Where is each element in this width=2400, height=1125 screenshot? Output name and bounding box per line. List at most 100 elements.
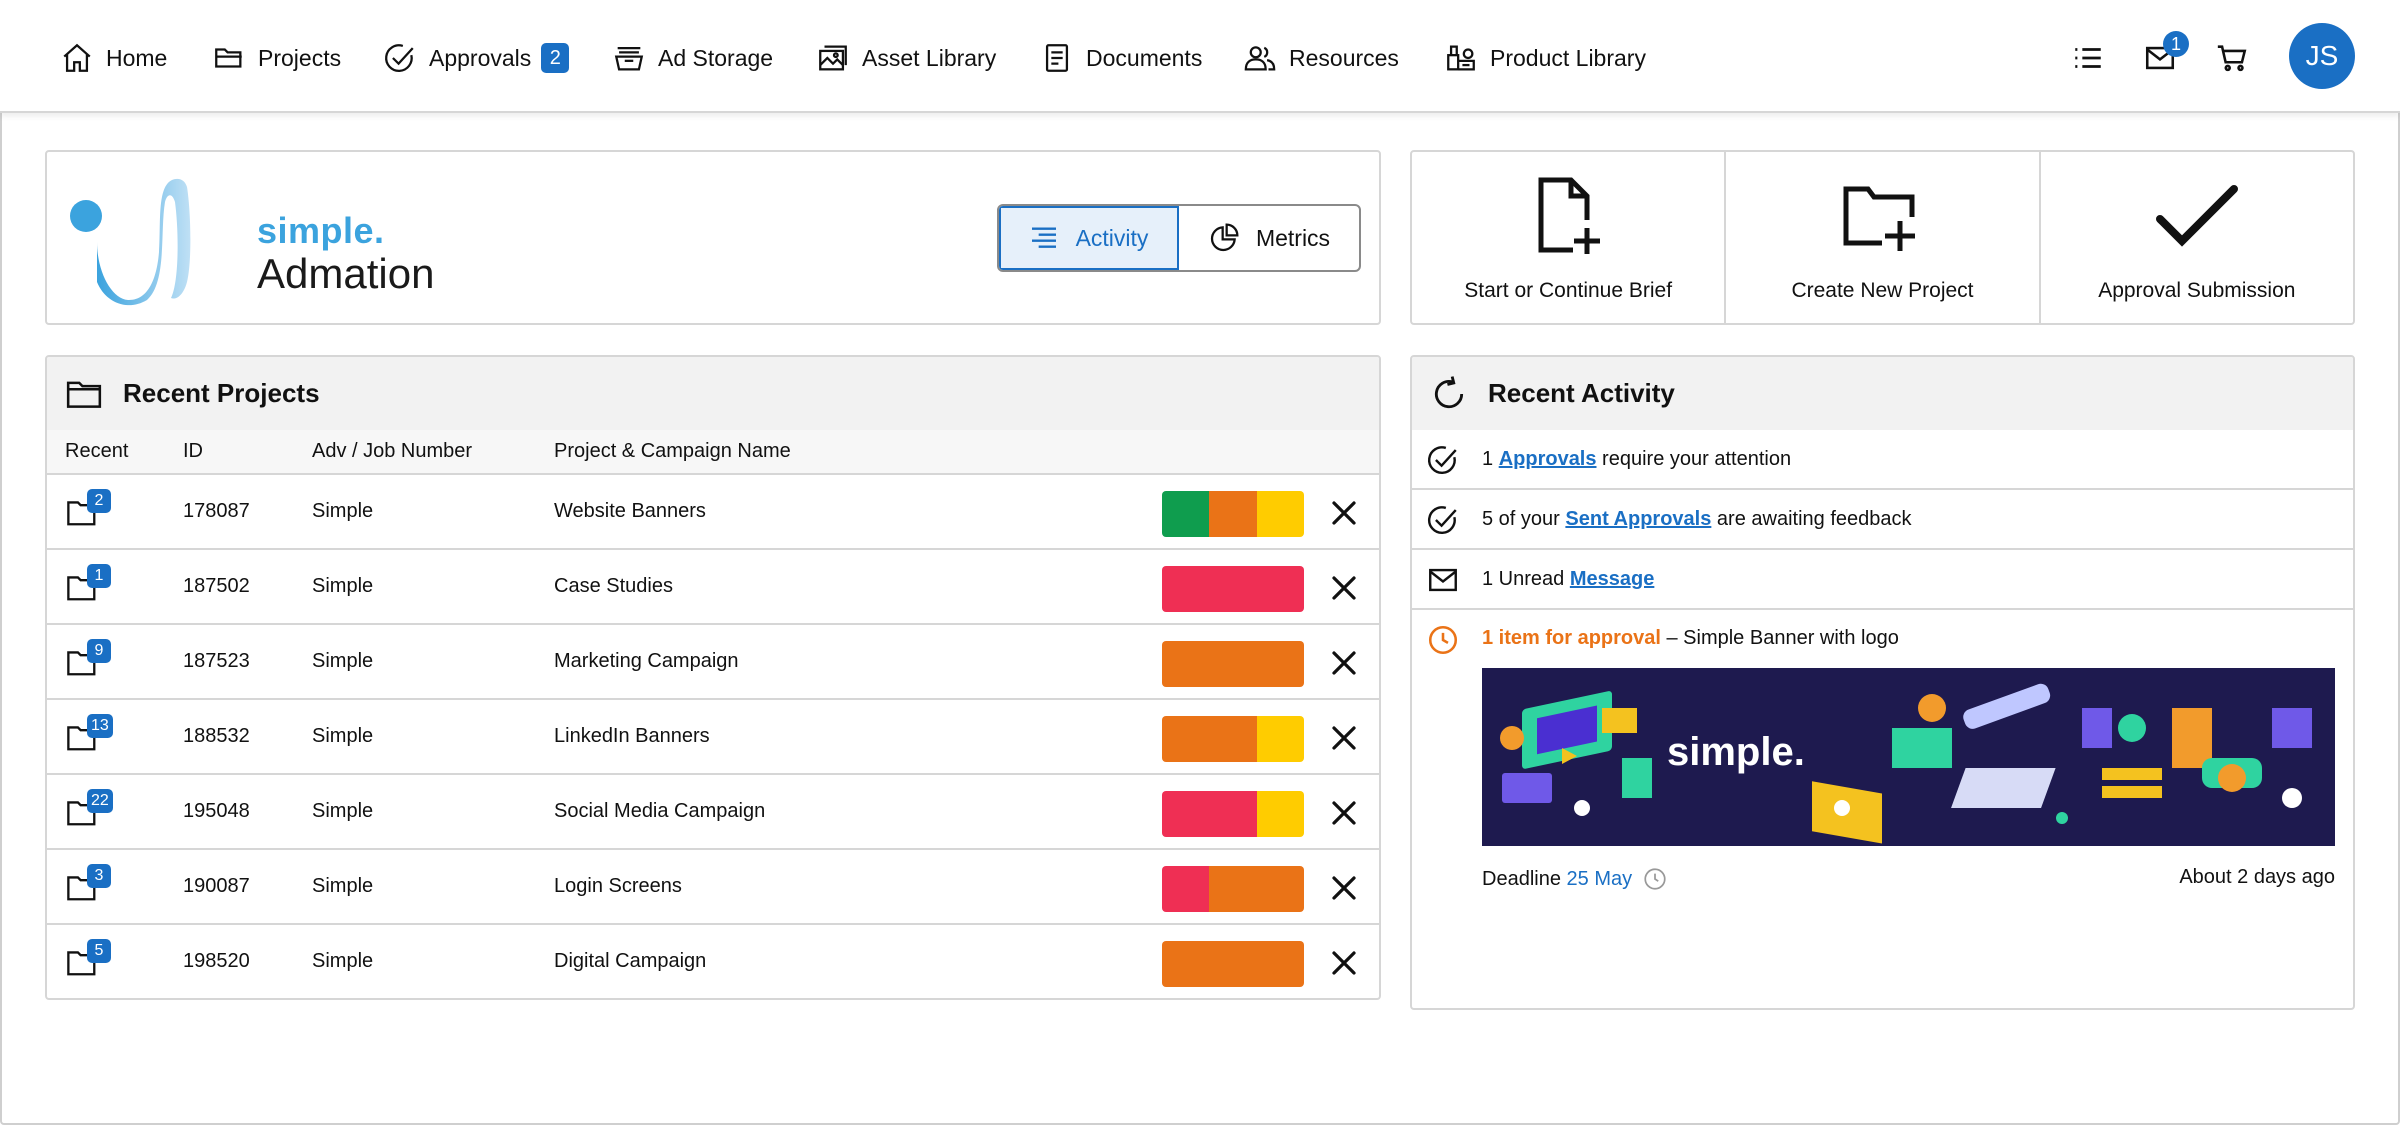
activity-toggle-label: Activity: [1075, 224, 1149, 251]
activity-text: 5 of your: [1482, 507, 1566, 530]
activity-item-approvals: 1 Approvals require your attention: [1412, 430, 2353, 490]
checkmark-icon: [2155, 185, 2238, 247]
status-bar: [1162, 491, 1304, 537]
project-name[interactable]: Digital Campaign: [554, 950, 707, 972]
close-icon[interactable]: [1329, 498, 1359, 528]
tray-icon: [614, 46, 644, 71]
home-icon: [63, 43, 91, 72]
status-segment: [1257, 716, 1304, 762]
recent-activity-panel: Recent Activity 1 Approvals require your…: [1410, 355, 2355, 1010]
document-icon: [1045, 44, 1069, 72]
deadline-row: Deadline 25 May About 2 days ago: [1482, 846, 2335, 906]
approvals-link[interactable]: Approvals: [1498, 447, 1597, 470]
status-segment: [1162, 716, 1258, 762]
clock-icon: [1428, 625, 1458, 655]
nav-label: Asset Library: [862, 44, 997, 71]
product-library-icon: [1447, 45, 1475, 71]
close-icon[interactable]: [1329, 948, 1359, 978]
project-id: 188532: [183, 725, 250, 747]
status-bar: [1162, 866, 1304, 912]
job-number: Simple: [312, 800, 374, 822]
new-document-icon: [1538, 177, 1601, 254]
project-name[interactable]: Website Banners: [554, 500, 706, 522]
project-name[interactable]: Social Media Campaign: [554, 800, 766, 822]
close-icon[interactable]: [1329, 873, 1359, 903]
nav-label: Ad Storage: [658, 44, 774, 71]
approvals-count-badge: 2: [541, 43, 570, 73]
approval-summary: 1 item for approval – Simple Banner with…: [1482, 627, 2353, 650]
refresh-icon: [1434, 375, 1464, 408]
recent-count-badge: 5: [87, 939, 111, 963]
clock-icon: [1644, 868, 1666, 890]
nav-label: Product Library: [1490, 44, 1646, 71]
metrics-toggle-button[interactable]: Metrics: [1179, 206, 1359, 270]
messages-count-badge: 1: [2163, 31, 2189, 57]
project-name[interactable]: LinkedIn Banners: [554, 725, 710, 747]
user-avatar[interactable]: JS: [2289, 23, 2355, 89]
recent-count-badge: 3: [87, 864, 111, 888]
nav-asset-library[interactable]: Asset Library: [816, 38, 996, 78]
message-link[interactable]: Message: [1569, 567, 1655, 590]
list-icon: [2075, 48, 2101, 68]
nav-home[interactable]: Home: [60, 38, 167, 78]
approval-submission-button[interactable]: Approval Submission: [2041, 152, 2353, 323]
cart-button[interactable]: [2212, 38, 2252, 78]
close-icon[interactable]: [1329, 648, 1359, 678]
project-name[interactable]: Case Studies: [554, 575, 673, 597]
nav-product-library[interactable]: Product Library: [1444, 38, 1646, 78]
close-icon[interactable]: [1329, 798, 1359, 828]
create-project-button[interactable]: Create New Project: [1726, 152, 2041, 323]
sent-approvals-link[interactable]: Sent Approvals: [1565, 507, 1712, 530]
start-brief-button[interactable]: Start or Continue Brief: [1412, 152, 1727, 323]
job-number: Simple: [312, 650, 374, 672]
brand-panel: simple. Admation Activity Metrics: [45, 150, 1381, 325]
nav-label: Documents: [1086, 44, 1203, 71]
nav-projects[interactable]: Projects: [212, 38, 341, 78]
table-row[interactable]: 9 187523 Simple Marketing Campaign: [47, 625, 1379, 700]
quick-actions-panel: Start or Continue Brief Create New Proje…: [1410, 150, 2355, 325]
list-view-button[interactable]: [2068, 38, 2108, 78]
recent-count-badge: 13: [87, 714, 113, 738]
recent-count-badge: 9: [87, 639, 111, 663]
job-number: Simple: [312, 575, 374, 597]
folder-icon: [66, 381, 102, 408]
table-row[interactable]: 2 178087 Simple Website Banners: [47, 475, 1379, 550]
status-bar: [1162, 941, 1304, 987]
close-icon[interactable]: [1329, 573, 1359, 603]
recent-projects-panel: Recent Projects Recent ID Adv / Job Numb…: [45, 355, 1381, 1000]
status-segment: [1208, 866, 1304, 912]
top-navigation: Home Projects Approvals 2 Ad Storage Ass…: [0, 0, 2400, 113]
table-row[interactable]: 3 190087 Simple Login Screens: [47, 850, 1379, 925]
project-name[interactable]: Marketing Campaign: [554, 650, 739, 672]
nav-documents[interactable]: Documents: [1040, 38, 1202, 78]
check-circle-icon: [1427, 446, 1457, 475]
activity-text: require your attention: [1596, 447, 1792, 470]
project-name[interactable]: Login Screens: [554, 875, 682, 897]
table-row[interactable]: 5 198520 Simple Digital Campaign: [47, 925, 1379, 998]
nav-label: Approvals: [429, 44, 532, 71]
approval-title: – Simple Banner with logo: [1660, 627, 1899, 649]
new-folder-icon: [1843, 186, 1916, 251]
nav-resources[interactable]: Resources: [1243, 38, 1399, 78]
approval-submission-label: Approval Submission: [2098, 279, 2296, 302]
table-row[interactable]: 13 188532 Simple LinkedIn Banners: [47, 700, 1379, 775]
nav-approvals[interactable]: Approvals 2: [383, 38, 570, 78]
status-bar: [1162, 716, 1304, 762]
nav-ad-storage[interactable]: Ad Storage: [612, 38, 773, 78]
status-segment: [1162, 491, 1209, 537]
approval-highlight[interactable]: 1 item for approval: [1482, 627, 1661, 649]
col-project-name: Project & Campaign Name: [554, 440, 791, 462]
approval-item: 1 item for approval – Simple Banner with…: [1412, 610, 2353, 906]
job-number: Simple: [312, 500, 374, 522]
table-row[interactable]: 22 195048 Simple Social Media Campaign: [47, 775, 1379, 850]
table-row[interactable]: 1 187502 Simple Case Studies: [47, 550, 1379, 625]
project-id: 198520: [183, 950, 250, 972]
approval-banner-preview[interactable]: simple.: [1482, 668, 2335, 846]
activity-toggle-button[interactable]: Activity: [999, 206, 1179, 270]
users-icon: [1244, 46, 1276, 71]
close-icon[interactable]: [1329, 723, 1359, 753]
cart-icon: [2217, 45, 2247, 72]
status-segment: [1208, 491, 1258, 537]
recent-count-badge: 22: [87, 789, 113, 813]
project-id: 187523: [183, 650, 250, 672]
